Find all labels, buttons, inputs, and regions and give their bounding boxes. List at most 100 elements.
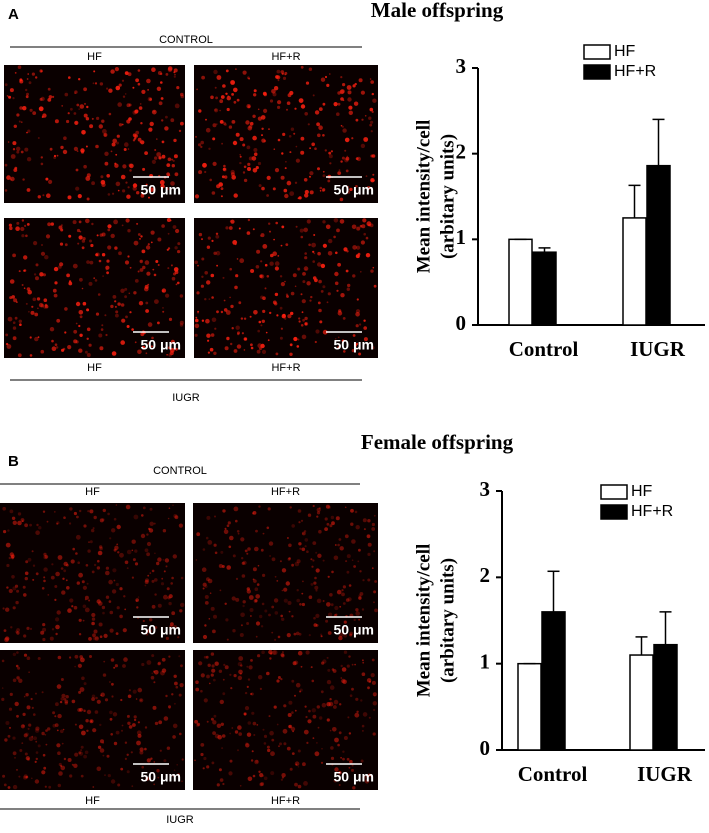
fluorescence-spot xyxy=(85,176,91,181)
fluorescence-spot xyxy=(138,301,144,306)
fluorescence-spot xyxy=(141,89,146,94)
fluorescence-spot xyxy=(243,178,248,183)
fluorescence-spot xyxy=(94,710,99,714)
fluorescence-spot xyxy=(95,696,98,700)
fluorescence-spot xyxy=(303,178,308,182)
fluorescence-spot xyxy=(259,347,262,351)
fluorescence-spot xyxy=(259,274,263,278)
fluorescence-spot xyxy=(77,194,82,199)
fluorescence-spot xyxy=(17,512,22,516)
fluorescence-spot xyxy=(213,351,217,355)
fluorescence-spot xyxy=(204,170,207,174)
fluorescence-spot xyxy=(330,515,335,520)
fluorescence-spot xyxy=(55,702,59,707)
fluorescence-spot xyxy=(137,596,140,598)
fluorescence-spot xyxy=(308,709,311,713)
fluorescence-spot xyxy=(358,548,361,552)
fluorescence-spot xyxy=(117,783,121,787)
y-tick-label: 1 xyxy=(480,649,491,673)
fluorescence-spot xyxy=(44,255,49,260)
fluorescence-spot xyxy=(27,129,31,133)
fluorescence-spot xyxy=(326,679,332,685)
bar xyxy=(532,251,557,326)
fluorescence-spot xyxy=(253,599,258,603)
fluorescence-spot xyxy=(244,706,250,711)
fluorescence-spot xyxy=(231,120,236,124)
fluorescence-spot xyxy=(365,236,369,240)
fluorescence-spot xyxy=(160,72,163,76)
fluorescence-spot xyxy=(120,303,125,307)
fluorescence-spot xyxy=(107,224,112,229)
fluorescence-spot xyxy=(340,76,343,79)
fluorescence-spot xyxy=(256,349,261,354)
fluorescence-spot xyxy=(373,284,377,288)
fluorescence-spot xyxy=(295,158,300,163)
fluorescence-spot xyxy=(33,273,37,276)
fluorescence-spot xyxy=(137,687,143,693)
fluorescence-spot xyxy=(162,310,165,313)
fluorescence-spot xyxy=(367,519,371,523)
fluorescence-spot xyxy=(211,191,216,195)
fluorescence-spot xyxy=(94,82,98,85)
fluorescence-spot xyxy=(55,571,60,577)
fluorescence-spot xyxy=(371,527,376,531)
fluorescence-spot xyxy=(9,226,13,231)
fluorescence-spot xyxy=(221,175,225,179)
fluorescence-spot xyxy=(125,504,131,510)
fluorescence-spot xyxy=(316,742,318,744)
fluorescence-spot xyxy=(200,689,203,693)
fluorescence-spot xyxy=(225,92,228,96)
fluorescence-spot xyxy=(206,280,211,285)
fluorescence-spot xyxy=(305,715,308,719)
group-label: CONTROL xyxy=(153,465,207,477)
fluorescence-spot xyxy=(327,631,332,635)
fluorescence-spot xyxy=(137,82,141,86)
fluorescence-spot xyxy=(64,92,69,97)
fluorescence-spot xyxy=(209,592,212,594)
fluorescence-spot xyxy=(40,349,45,354)
fluorescence-spot xyxy=(231,596,236,601)
fluorescence-spot xyxy=(260,115,266,120)
fluorescence-spot xyxy=(118,251,122,256)
fluorescence-spot xyxy=(321,661,325,665)
fluorescence-spot xyxy=(220,310,224,314)
fluorescence-spot xyxy=(161,154,166,159)
fluorescence-spot xyxy=(279,742,282,746)
fluorescence-spot xyxy=(240,537,245,542)
fluorescence-spot xyxy=(75,552,78,555)
fluorescence-spot xyxy=(97,559,100,563)
fluorescence-spot xyxy=(9,726,11,729)
fluorescence-spot xyxy=(319,186,323,190)
fluorescence-spot xyxy=(36,297,41,301)
image-label: HF xyxy=(85,795,100,807)
bar xyxy=(508,238,533,326)
fluorescence-spot xyxy=(98,622,103,627)
fluorescence-spot xyxy=(304,316,308,321)
fluorescence-spot xyxy=(285,581,290,586)
fluorescence-spot xyxy=(110,658,115,662)
fluorescence-spot xyxy=(124,93,127,95)
fluorescence-spot xyxy=(69,522,72,525)
fluorescence-spot xyxy=(114,162,117,165)
fluorescence-spot xyxy=(137,270,140,273)
fluorescence-spot xyxy=(128,292,131,295)
fluorescence-spot xyxy=(225,226,229,230)
fluorescence-spot xyxy=(176,86,180,90)
fluorescence-spot xyxy=(327,575,330,578)
fluorescence-spot xyxy=(367,578,371,582)
fluorescence-spot xyxy=(322,102,326,106)
fluorescence-spot xyxy=(35,740,38,743)
fluorescence-spot xyxy=(207,339,210,342)
fluorescence-spot xyxy=(126,770,130,774)
fluorescence-spot xyxy=(114,664,118,668)
fluorescence-spot xyxy=(318,107,323,111)
fluorescence-spot xyxy=(129,169,132,172)
fluorescence-spot xyxy=(158,156,162,160)
fluorescence-spot xyxy=(301,334,307,340)
fluorescence-spot xyxy=(140,235,143,238)
fluorescence-spot xyxy=(51,339,54,343)
fluorescence-spot xyxy=(151,579,155,583)
fluorescence-spot xyxy=(260,782,265,786)
fluorescence-spot xyxy=(360,699,363,702)
fluorescence-spot xyxy=(252,228,255,231)
